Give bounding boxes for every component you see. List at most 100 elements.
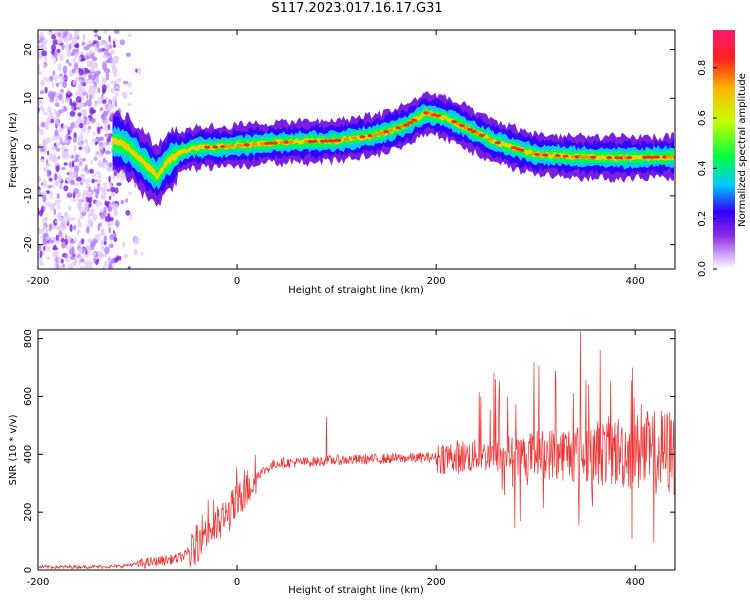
heatmap-cell (92, 132, 96, 136)
heatmap-cell (87, 214, 91, 219)
ridge-peak (562, 154, 569, 158)
heatmap-cell (39, 209, 43, 217)
heatmap-cell (94, 33, 99, 38)
heatmap-cell (55, 220, 58, 224)
heatmap-cell (76, 176, 82, 182)
heatmap-cell (54, 129, 59, 137)
heatmap-cell (81, 146, 85, 150)
heatmap-cell (105, 59, 111, 63)
heatmap-cell (83, 46, 90, 51)
heatmap-cell (89, 66, 95, 73)
heatmap-cell (69, 172, 75, 180)
heatmap-cell (56, 193, 60, 199)
heatmap-cell (71, 198, 77, 202)
heatmap-cell (42, 138, 48, 147)
heatmap-cell (72, 162, 75, 168)
heatmap-cell (98, 150, 102, 158)
heatmap-cell (72, 261, 75, 268)
heatmap-cell (68, 44, 72, 50)
heatmap-cell (68, 62, 72, 67)
heatmap-cell (50, 202, 56, 211)
heatmap-cell (84, 78, 90, 82)
heatmap-cell (38, 179, 41, 184)
heatmap-cell (103, 185, 108, 192)
heatmap-cell (73, 165, 80, 173)
y-tick-label: 200 (23, 503, 34, 522)
heatmap-cell (57, 109, 64, 114)
snr-axes: -200 0 200 400 0 200 400 600 800 (23, 329, 675, 588)
heatmap-cell (94, 47, 99, 52)
heatmap-cell (66, 59, 70, 64)
heatmap-cell (91, 240, 94, 246)
heatmap-cell (103, 253, 108, 258)
heatmap-cell (58, 230, 63, 238)
heatmap-cell (42, 38, 48, 45)
heatmap-cell (95, 63, 98, 70)
heatmap-cell (69, 224, 73, 232)
heatmap-cell (133, 248, 138, 256)
heatmap-cell (115, 91, 119, 97)
heatmap-cell (112, 175, 116, 180)
heatmap-cell (114, 187, 119, 194)
heatmap-cell (38, 107, 45, 111)
heatmap-cell (104, 43, 110, 50)
heatmap-cell (89, 94, 92, 101)
heatmap-cell (105, 72, 110, 81)
heatmap-cell (62, 80, 67, 88)
y-axis-label-bottom: SNR (10 * v/v) (8, 414, 19, 485)
heatmap-cell (49, 177, 53, 182)
heatmap-cell (43, 112, 48, 116)
heatmap-cell (63, 106, 68, 112)
heatmap-cell (91, 252, 97, 256)
heatmap-cell (73, 182, 80, 186)
heatmap-cell (74, 124, 80, 129)
heatmap-cell (80, 101, 84, 109)
heatmap-cell (65, 244, 69, 250)
heatmap-cell (74, 30, 80, 35)
heatmap-cell (127, 81, 133, 88)
heatmap-cell (97, 48, 102, 53)
heatmap-cell (45, 245, 51, 252)
heatmap-cell (55, 57, 58, 62)
heatmap-cell (91, 178, 95, 184)
ridge-peak (459, 124, 465, 128)
heatmap-cell (38, 99, 43, 106)
heatmap-cell (92, 213, 98, 222)
heatmap-cell (46, 169, 51, 178)
heatmap-cell (77, 88, 83, 97)
heatmap-cell (64, 253, 69, 259)
heatmap-cell (38, 243, 42, 252)
heatmap-cell (57, 255, 62, 264)
ridge-peak (518, 148, 525, 152)
heatmap-cell (104, 216, 111, 223)
heatmap-cell (38, 143, 42, 147)
heatmap-cell (96, 170, 101, 176)
heatmap-cell (77, 229, 81, 233)
heatmap-cell (58, 265, 64, 269)
heatmap-cell (65, 153, 72, 159)
heatmap-cell (57, 203, 61, 210)
y-tick-label: 0 (23, 567, 34, 573)
heatmap-cell (107, 105, 112, 112)
heatmap-cell (63, 185, 69, 192)
heatmap-cell (109, 265, 113, 269)
ridge-peak (387, 128, 394, 132)
spectrogram-heatmap (38, 30, 675, 269)
heatmap-cell (77, 198, 83, 207)
ridge-peak (590, 155, 597, 159)
heatmap-cell (57, 63, 62, 71)
ridge-peak (287, 140, 294, 144)
heatmap-cell (39, 228, 45, 235)
heatmap-cell (84, 178, 91, 184)
heatmap-cell (119, 39, 126, 46)
heatmap-cell (89, 79, 93, 84)
heatmap-cell (99, 40, 105, 46)
heatmap-cell (75, 77, 79, 82)
heatmap-cell (61, 241, 66, 249)
heatmap-cell (88, 265, 93, 269)
heatmap-cell (101, 93, 104, 100)
heatmap-cell (55, 165, 60, 172)
heatmap-cell (56, 199, 62, 204)
heatmap-cell (54, 250, 60, 256)
heatmap-cell (87, 128, 90, 134)
